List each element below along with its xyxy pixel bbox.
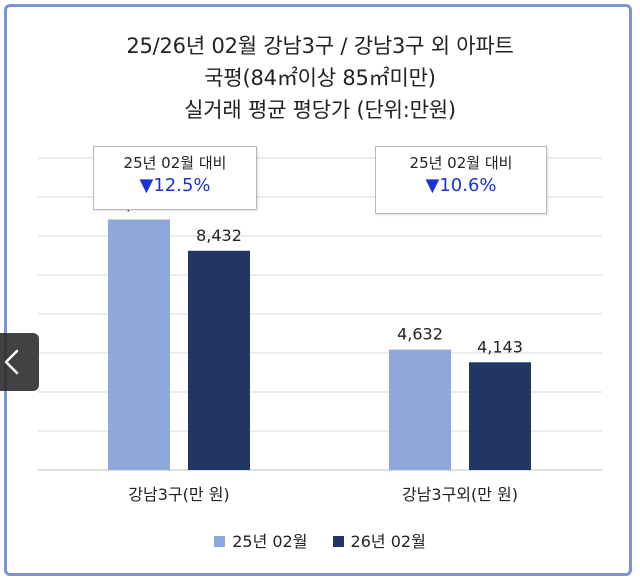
category-label: 강남3구외(만 원): [402, 485, 518, 504]
chart-title-line-3: 실거래 평균 평당가 (단위:만원): [184, 98, 456, 122]
legend-label-2026: 26년 02월: [350, 532, 426, 551]
legend-swatch-2025: [214, 536, 226, 547]
legend-item-2025: 25년 02월: [214, 528, 307, 552]
legend-swatch-2026: [332, 536, 344, 547]
bar-2025-0: [108, 219, 170, 470]
legend-label-2025: 25년 02월: [232, 532, 308, 551]
data-label: 4,632: [397, 325, 443, 344]
callout-change-value: ▼10.6%: [425, 175, 497, 196]
callout-change-value: ▼12.5%: [139, 175, 211, 196]
data-label: 8,432: [196, 226, 242, 245]
chart-title-line-2: 국평(84㎡이상 85㎡미만): [204, 66, 436, 90]
bar-2026-1: [469, 362, 531, 470]
chevron-left-icon: [4, 349, 19, 375]
bar-2026-0: [188, 250, 250, 470]
bar-2025-1: [389, 349, 451, 470]
change-callout-outside-gangnam: 25년 02월 대비 ▼10.6%: [375, 146, 547, 214]
previous-nav-button[interactable]: [0, 333, 39, 391]
legend: 25년 02월 26년 02월: [0, 528, 640, 552]
category-label: 강남3구(만 원): [128, 485, 229, 504]
change-callout-gangnam: 25년 02월 대비 ▼12.5%: [93, 146, 257, 210]
legend-item-2026: 26년 02월: [332, 528, 426, 552]
callout-caption: 25년 02월 대비: [409, 154, 513, 172]
callout-caption: 25년 02월 대비: [123, 154, 227, 172]
data-label: 4,143: [477, 337, 523, 356]
chart-title-line-1: 25/26년 02월 강남3구 / 강남3구 외 아파트: [126, 34, 514, 58]
